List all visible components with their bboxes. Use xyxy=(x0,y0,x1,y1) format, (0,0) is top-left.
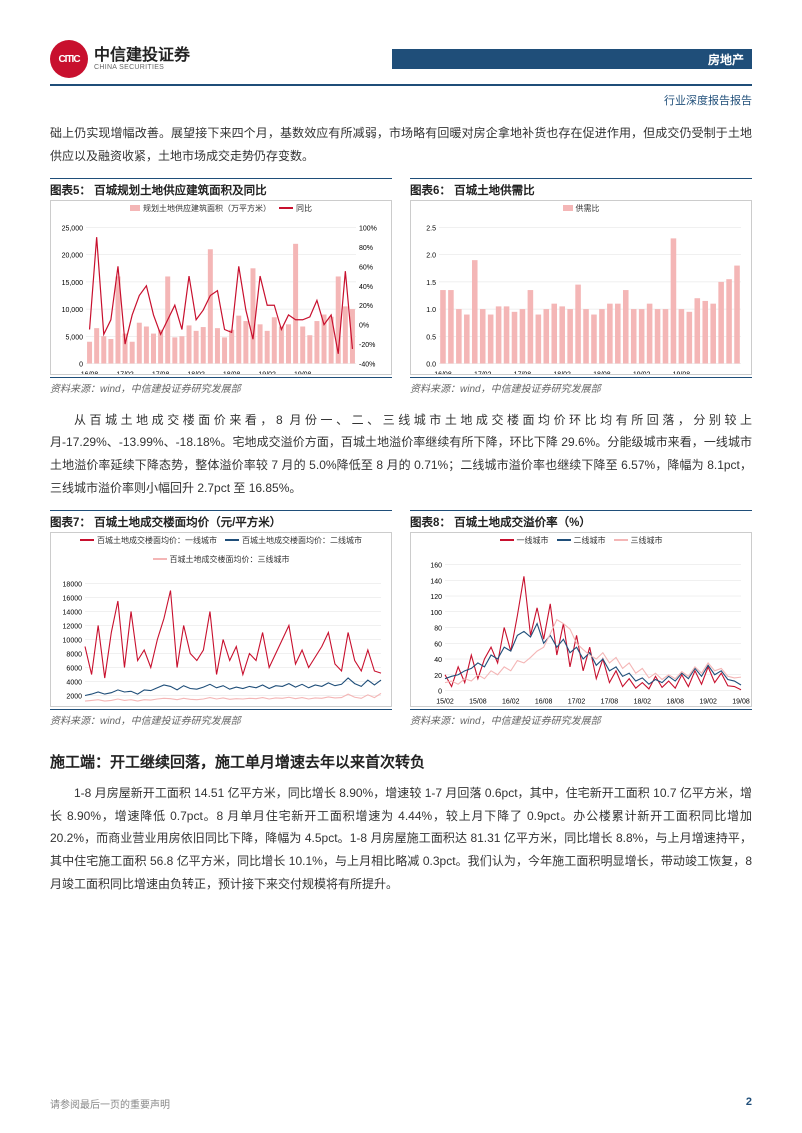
mid-paragraph: 从百城土地成交楼面价来看，8 月份一、二、三线城市土地成交楼面均价环比均有所回落… xyxy=(50,409,752,500)
chart-5: 图表5： 百城规划土地供应建筑面积及同比 规划土地供应建筑面积（万平方米）同比 … xyxy=(50,178,392,405)
report-type: 行业深度报告报告 xyxy=(50,92,752,108)
svg-text:18/08: 18/08 xyxy=(666,698,684,705)
svg-text:15,000: 15,000 xyxy=(62,279,84,286)
svg-text:0: 0 xyxy=(79,361,83,368)
chart-row-2: 图表7： 百城土地成交楼面均价（元/平方米） 百城土地成交楼面均价：一线城市百城… xyxy=(50,510,752,737)
svg-text:5,000: 5,000 xyxy=(65,334,83,341)
svg-text:18/08: 18/08 xyxy=(223,371,241,375)
section-heading: 施工端：开工继续回落，施工单月增速去年以来首次转负 xyxy=(50,751,752,772)
page-header: CITIC 中信建投证券 CHINA SECURITIES 房地产 xyxy=(50,40,752,86)
svg-text:6000: 6000 xyxy=(66,665,82,672)
svg-text:25,000: 25,000 xyxy=(62,225,84,232)
svg-text:15/02: 15/02 xyxy=(436,698,454,705)
chart-8-plot: 一线城市二线城市三线城市 02040608010012014016015/021… xyxy=(410,532,752,707)
svg-text:17/02: 17/02 xyxy=(116,371,134,375)
intro-paragraph: 础上仍实现增幅改善。展望接下来四个月，基数效应有所减弱，市场略有回暖对房企拿地补… xyxy=(50,122,752,168)
svg-text:19/02: 19/02 xyxy=(633,371,651,375)
svg-text:16000: 16000 xyxy=(63,595,83,602)
svg-text:80: 80 xyxy=(434,625,442,632)
chart-8-source: 资料来源：wind，中信建投证券研究发展部 xyxy=(410,709,752,727)
logo-block: CITIC 中信建投证券 CHINA SECURITIES xyxy=(50,40,190,78)
svg-text:18/02: 18/02 xyxy=(187,371,205,375)
chart-7-title: 图表7： 百城土地成交楼面均价（元/平方米） xyxy=(50,514,281,530)
chart-7-source: 资料来源：wind，中信建投证券研究发展部 xyxy=(50,709,392,727)
svg-text:17/02: 17/02 xyxy=(474,371,492,375)
svg-text:19/02: 19/02 xyxy=(258,371,276,375)
svg-text:-20%: -20% xyxy=(359,342,375,349)
chart-5-title: 图表5： 百城规划土地供应建筑面积及同比 xyxy=(50,182,267,198)
svg-text:1.5: 1.5 xyxy=(426,279,436,286)
svg-text:20%: 20% xyxy=(359,303,373,310)
chart-5-plot: 规划土地供应建筑面积（万平方米）同比 05,00010,00015,00020,… xyxy=(50,200,392,375)
svg-text:18/08: 18/08 xyxy=(593,371,611,375)
svg-text:19/08: 19/08 xyxy=(294,371,312,375)
svg-text:100%: 100% xyxy=(359,225,377,232)
svg-text:160: 160 xyxy=(430,562,442,569)
svg-text:18000: 18000 xyxy=(63,581,83,588)
svg-text:19/02: 19/02 xyxy=(699,698,717,705)
disclaimer: 请参阅最后一页的重要声明 xyxy=(50,1096,170,1111)
svg-text:120: 120 xyxy=(430,594,442,601)
svg-text:17/08: 17/08 xyxy=(514,371,532,375)
svg-text:4000: 4000 xyxy=(66,679,82,686)
category-band: 房地产 xyxy=(392,49,752,69)
svg-text:10000: 10000 xyxy=(63,637,83,644)
svg-text:0%: 0% xyxy=(359,322,369,329)
svg-text:-40%: -40% xyxy=(359,361,375,368)
svg-text:8000: 8000 xyxy=(66,651,82,658)
svg-text:16/02: 16/02 xyxy=(502,698,520,705)
svg-text:18/02: 18/02 xyxy=(553,371,571,375)
svg-text:19/08: 19/08 xyxy=(732,698,750,705)
svg-text:16/08: 16/08 xyxy=(535,698,553,705)
svg-text:1.0: 1.0 xyxy=(426,307,436,314)
svg-text:40: 40 xyxy=(434,657,442,664)
chart-5-source: 资料来源：wind，中信建投证券研究发展部 xyxy=(50,377,392,395)
svg-text:0: 0 xyxy=(438,688,442,695)
svg-text:0.5: 0.5 xyxy=(426,334,436,341)
svg-text:2.0: 2.0 xyxy=(426,252,436,259)
chart-7: 图表7： 百城土地成交楼面均价（元/平方米） 百城土地成交楼面均价：一线城市百城… xyxy=(50,510,392,737)
svg-text:2.5: 2.5 xyxy=(426,225,436,232)
svg-text:60%: 60% xyxy=(359,264,373,271)
chart-8: 图表8： 百城土地成交溢价率（%） 一线城市二线城市三线城市 020406080… xyxy=(410,510,752,737)
chart-6-plot: 供需比 0.00.51.01.52.02.516/0817/0217/0818/… xyxy=(410,200,752,375)
svg-text:2000: 2000 xyxy=(66,693,82,700)
company-name-cn: 中信建投证券 xyxy=(94,47,190,65)
end-paragraph: 1-8 月房屋新开工面积 14.51 亿平方米，同比增长 8.90%，增速较 1… xyxy=(50,782,752,896)
svg-text:17/08: 17/08 xyxy=(152,371,170,375)
page-number: 2 xyxy=(746,1096,752,1111)
svg-text:17/08: 17/08 xyxy=(601,698,619,705)
chart-8-title: 图表8： 百城土地成交溢价率（%） xyxy=(410,514,591,530)
chart-7-plot: 百城土地成交楼面均价：一线城市百城土地成交楼面均价：二线城市百城土地成交楼面均价… xyxy=(50,532,392,707)
svg-text:18/02: 18/02 xyxy=(634,698,652,705)
svg-text:19/08: 19/08 xyxy=(673,371,691,375)
svg-text:17/02: 17/02 xyxy=(568,698,586,705)
svg-text:40%: 40% xyxy=(359,283,373,290)
svg-text:16/08: 16/08 xyxy=(434,371,452,375)
page-footer: 请参阅最后一页的重要声明 2 xyxy=(50,1096,752,1111)
svg-text:80%: 80% xyxy=(359,245,373,252)
svg-text:60: 60 xyxy=(434,641,442,648)
svg-text:16/08: 16/08 xyxy=(81,371,99,375)
svg-text:0.0: 0.0 xyxy=(426,361,436,368)
svg-text:20: 20 xyxy=(434,673,442,680)
svg-text:12000: 12000 xyxy=(63,623,83,630)
chart-6-source: 资料来源：wind，中信建投证券研究发展部 xyxy=(410,377,752,395)
logo-icon: CITIC xyxy=(50,40,88,78)
company-name-en: CHINA SECURITIES xyxy=(94,64,190,71)
chart-6: 图表6： 百城土地供需比 供需比 0.00.51.01.52.02.516/08… xyxy=(410,178,752,405)
chart-6-title: 图表6： 百城土地供需比 xyxy=(410,182,535,198)
chart-row-1: 图表5： 百城规划土地供应建筑面积及同比 规划土地供应建筑面积（万平方米）同比 … xyxy=(50,178,752,405)
svg-text:10,000: 10,000 xyxy=(62,307,84,314)
svg-text:140: 140 xyxy=(430,578,442,585)
svg-text:14000: 14000 xyxy=(63,609,83,616)
svg-text:15/08: 15/08 xyxy=(469,698,487,705)
svg-text:20,000: 20,000 xyxy=(62,252,84,259)
svg-text:100: 100 xyxy=(430,610,442,617)
